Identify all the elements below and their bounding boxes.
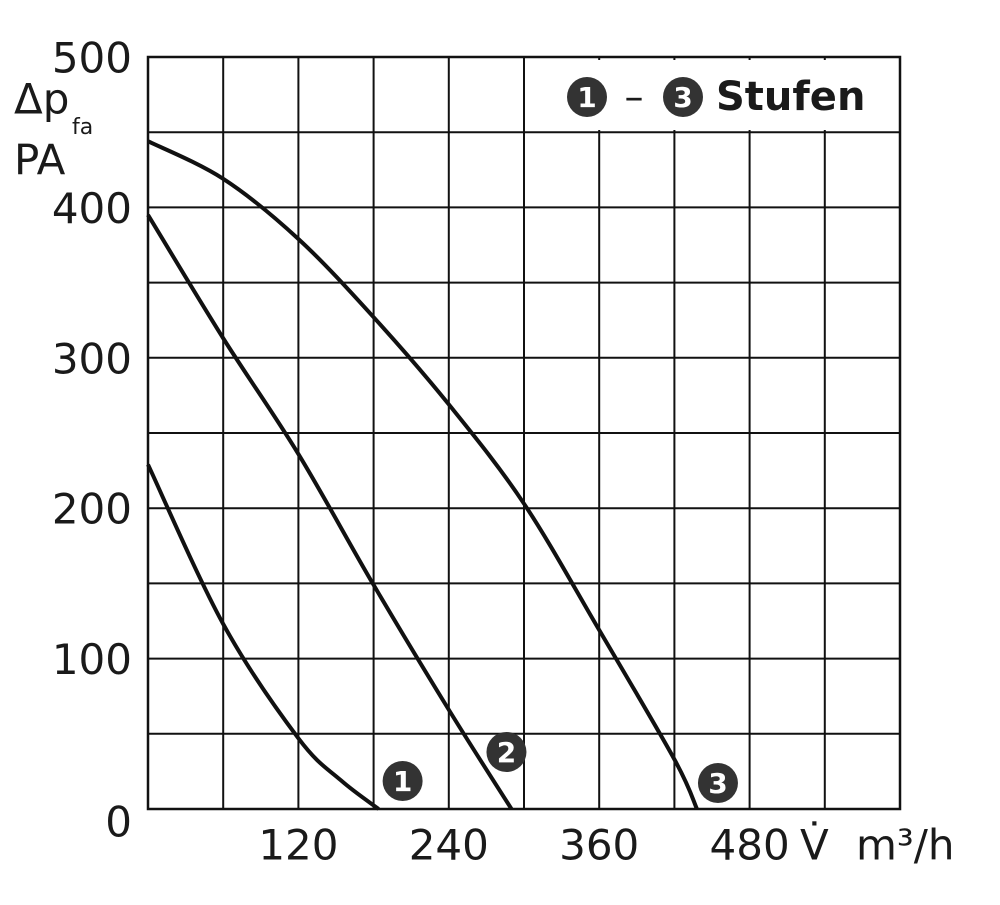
y-tick-label: 500 — [52, 34, 132, 83]
y-tick-label: 400 — [52, 184, 132, 233]
badge-text: 1 — [393, 765, 412, 798]
y-tick-label: 200 — [52, 485, 132, 534]
x-label-symbol: V̇ — [800, 821, 829, 870]
series-label: 3 — [697, 763, 738, 803]
badge-text: 3 — [708, 767, 727, 800]
y-tick-label: 300 — [52, 334, 132, 383]
badge-circle — [382, 761, 423, 801]
y-label-unit: PA — [14, 136, 66, 185]
badge-circle — [486, 732, 527, 772]
x-tick-label: 360 — [559, 821, 639, 870]
series-label: 2 — [486, 732, 527, 772]
badge-circle — [567, 77, 607, 117]
x-label-unit: m³/h — [856, 821, 955, 870]
badge-circle — [663, 77, 703, 117]
curve — [147, 139, 699, 810]
legend-text: Stufen — [716, 74, 865, 120]
badge-circle — [697, 763, 738, 803]
curve — [146, 463, 380, 811]
y-axis-label: Δp fa PA — [14, 75, 93, 185]
x-tick-label: 240 — [409, 821, 489, 870]
badge-text: 3 — [673, 81, 692, 114]
badge-text: 1 — [577, 81, 596, 114]
plot-frame — [146, 55, 902, 811]
legend-marker: 3 — [663, 77, 703, 117]
x-tick-label: 480 — [710, 821, 790, 870]
x-tick-label: 120 — [258, 821, 338, 870]
y-tick-label: 0 — [105, 798, 132, 847]
y-tick-label: 100 — [52, 635, 132, 684]
legend-separator: – — [625, 75, 644, 119]
legend-marker: 1 — [567, 77, 607, 117]
badge-text: 2 — [497, 736, 516, 769]
legend: 1–3 Stufen — [530, 60, 896, 130]
y-label-subscript: fa — [72, 115, 93, 140]
curve — [146, 213, 514, 811]
series-label: 1 — [382, 761, 423, 801]
x-axis-label: V̇ m³/h — [800, 821, 955, 870]
y-label-symbol: Δp — [14, 75, 69, 124]
